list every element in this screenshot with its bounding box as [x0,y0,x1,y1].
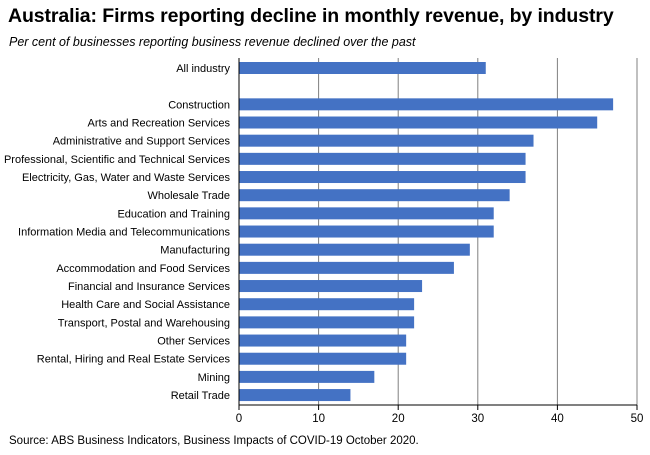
bar [239,116,598,129]
chart-title: Australia: Firms reporting decline in mo… [8,5,614,27]
category-label: Education and Training [117,208,230,220]
bar [239,298,415,311]
x-tick-label: 20 [392,413,405,425]
source-note: Source: ABS Business Indicators, Busines… [9,435,419,447]
x-tick-label: 40 [551,413,564,425]
category-label: Electricity, Gas, Water and Waste Servic… [22,172,231,184]
x-tick-label: 30 [471,413,484,425]
bar [239,334,407,347]
axes [238,58,638,410]
bars [239,62,614,402]
category-label: Health Care and Social Assistance [61,299,230,311]
category-label: Information Media and Telecommunications [18,227,230,239]
bar [239,389,351,402]
bar [239,171,526,184]
bar [239,352,407,365]
bar [239,316,415,329]
bar [239,98,614,111]
bar [239,207,494,220]
bar [239,152,526,165]
bar [239,370,375,383]
x-tick-label: 0 [236,413,242,425]
category-label: Financial and Insurance Services [68,281,231,293]
bar [239,62,486,74]
category-labels: All industry Construction Arts and Recreat… [4,63,231,402]
category-label: Retail Trade [171,390,230,402]
category-label: Manufacturing [160,245,230,257]
bar [239,134,534,147]
category-label: Administrative and Support Services [53,136,231,148]
category-label: Professional, Scientific and Technical S… [4,154,231,166]
chart-subtitle: Per cent of businesses reporting busines… [9,35,416,49]
category-label: Arts and Recreation Services [88,118,231,130]
category-label: Wholesale Trade [147,190,230,202]
bar [239,243,470,256]
bar [239,225,494,238]
category-label: Accommodation and Food Services [56,263,230,275]
category-label: Construction [168,99,230,111]
category-label: Mining [198,372,230,384]
tick-labels: 0 10 20 30 40 50 [236,413,644,425]
category-label: Transport, Postal and Warehousing [58,317,230,329]
category-label: Other Services [157,336,230,348]
category-label: All industry [176,63,230,75]
x-tick-label: 10 [312,413,325,425]
x-tick-label: 50 [631,413,644,425]
category-label: Rental, Hiring and Real Estate Services [37,354,231,366]
bar [239,261,454,274]
bar [239,189,510,202]
bar [239,280,423,293]
